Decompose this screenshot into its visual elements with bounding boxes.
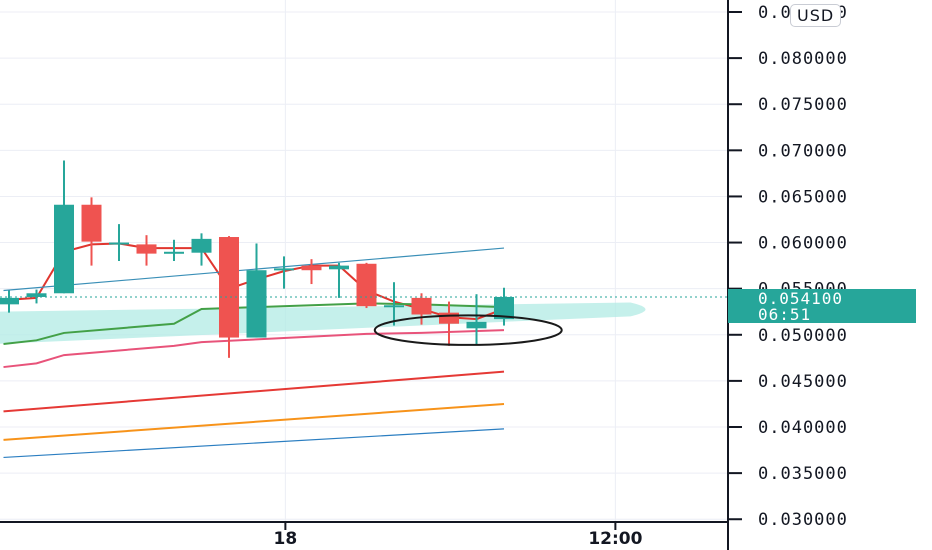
axes[interactable]: 0.030000 0.035000 0.040000 0.045000 0.050000…: [0, 0, 848, 550]
annotation-circle[interactable]: [373, 314, 563, 346]
candle-body: [219, 237, 239, 338]
candle[interactable]: [439, 301, 459, 346]
candle[interactable]: [384, 282, 404, 326]
candle-body: [0, 297, 19, 305]
current-price-value: 0.054100: [758, 289, 844, 308]
currency-selector[interactable]: USD: [790, 4, 842, 27]
candle[interactable]: [109, 224, 129, 261]
candle-body: [466, 321, 487, 329]
candlesticks[interactable]: [0, 160, 514, 358]
candle-body: [81, 204, 102, 242]
annotation-ellipse[interactable]: [373, 314, 563, 346]
candle[interactable]: [466, 294, 487, 345]
candle-body: [246, 270, 267, 338]
highlight-band-shape: [0, 302, 646, 344]
candle-body: [109, 242, 129, 245]
candle[interactable]: [54, 160, 74, 294]
candle-body: [329, 265, 349, 270]
candle[interactable]: [81, 197, 102, 266]
candle[interactable]: [274, 256, 294, 289]
candle[interactable]: [411, 293, 432, 325]
candle[interactable]: [301, 259, 322, 285]
candle[interactable]: [329, 262, 349, 298]
candle[interactable]: [0, 290, 19, 313]
y-tick-label: 0.065000: [758, 187, 848, 207]
x-tick-label: 12:00: [588, 529, 642, 549]
highlight-band: [0, 302, 646, 344]
candle-body: [494, 296, 514, 320]
candle[interactable]: [219, 236, 239, 358]
candle-body: [164, 251, 184, 254]
candle-body: [384, 305, 404, 308]
current-price-tag: 0.054100 06:51: [728, 289, 916, 323]
y-tick-label: 0.050000: [758, 326, 848, 346]
candle[interactable]: [164, 239, 184, 261]
y-tick-label: 0.070000: [758, 141, 848, 161]
candle[interactable]: [246, 243, 267, 338]
candle-body: [136, 244, 157, 254]
candle-body: [411, 297, 432, 315]
bar-countdown: 06:51: [758, 305, 812, 324]
indicator-line-trend-blue: [3, 247, 505, 292]
y-tick-label: 0.080000: [758, 49, 848, 69]
candle[interactable]: [136, 235, 157, 266]
candle[interactable]: [191, 233, 212, 266]
indicator-line-band-green: [3, 302, 505, 345]
y-tick-label: 0.030000: [758, 510, 848, 530]
indicator-line-band-pink: [3, 329, 505, 369]
candle-body: [439, 312, 459, 324]
candle-body: [26, 293, 47, 297]
y-tick-label: 0.075000: [758, 95, 848, 115]
candle-body: [274, 268, 294, 271]
candle[interactable]: [356, 262, 377, 309]
grid-lines: [0, 0, 728, 522]
y-tick-label: 0.060000: [758, 234, 848, 254]
y-tick-label: 0.035000: [758, 464, 848, 484]
candle-body: [191, 238, 212, 253]
indicator-line-env-blue: [3, 428, 505, 459]
candle-body: [356, 263, 377, 307]
indicator-line-env-orange: [3, 402, 505, 441]
candle[interactable]: [494, 287, 514, 326]
candle-body: [301, 265, 322, 271]
candle-body: [54, 204, 74, 294]
y-tick-label: 0.040000: [758, 418, 848, 438]
y-tick-label: 0.045000: [758, 372, 848, 392]
indicator-line-env-red: [3, 370, 505, 413]
x-tick-label: 18: [274, 529, 298, 549]
